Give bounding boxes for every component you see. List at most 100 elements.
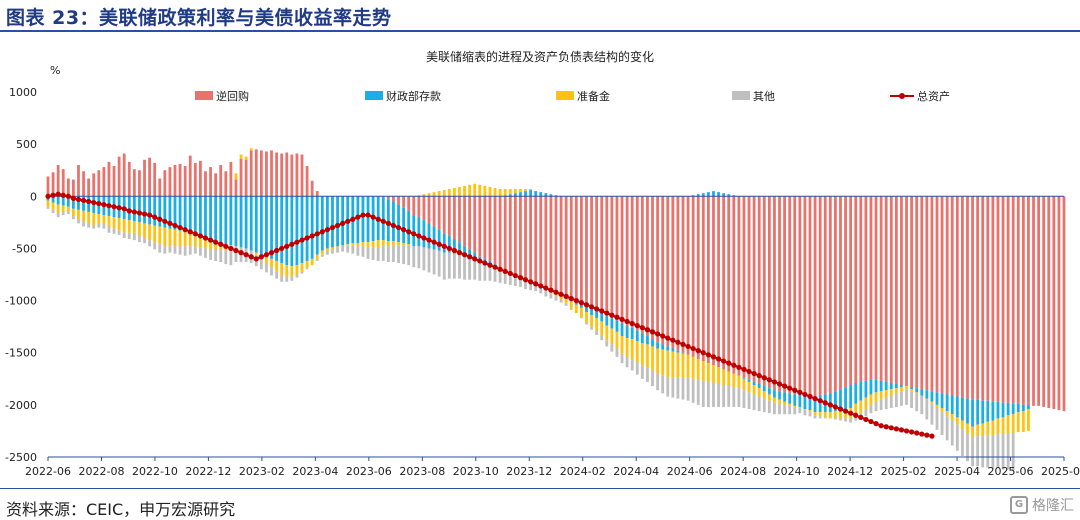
total-assets-point <box>238 250 244 256</box>
bar-segment <box>295 265 299 275</box>
bar-segment <box>143 238 146 244</box>
bar-segment <box>874 392 878 402</box>
bar-segment <box>275 271 278 279</box>
bar-segment <box>326 251 329 255</box>
bar-segment <box>112 217 116 229</box>
bar-segment <box>117 218 121 231</box>
total-assets-point <box>670 337 676 343</box>
bar-segment <box>244 159 248 197</box>
bar-segment <box>427 223 431 249</box>
bar-segment <box>503 196 507 270</box>
bar-segment <box>681 377 685 400</box>
bar-segment <box>773 397 776 403</box>
bar-segment <box>168 167 172 197</box>
bar-segment <box>539 196 543 285</box>
bar-segment <box>783 196 786 393</box>
bar-segment <box>432 226 436 250</box>
bar-segment <box>712 196 715 366</box>
total-assets-point <box>553 289 559 295</box>
legend-label: 总资产 <box>917 89 950 103</box>
bar-segment <box>874 196 878 380</box>
bar-segment <box>402 243 405 246</box>
total-assets-point <box>741 366 747 372</box>
total-assets-point <box>101 202 107 208</box>
bar-segment <box>447 188 451 197</box>
bar-segment <box>661 349 665 376</box>
bar-segment <box>646 344 649 368</box>
bar-segment <box>839 196 842 390</box>
bar-segment <box>488 196 492 261</box>
bar-segment <box>656 342 659 349</box>
bar-segment <box>625 196 629 326</box>
bar-segment <box>183 166 187 197</box>
total-assets-point <box>86 198 92 205</box>
bar-segment <box>1001 196 1005 403</box>
bar-segment <box>158 226 162 245</box>
bar-segment <box>224 171 228 197</box>
x-tick-label: 2024-02 <box>560 465 606 478</box>
bar-segment <box>818 395 822 413</box>
bar-segment <box>686 377 690 401</box>
bar-segment <box>458 254 461 279</box>
bar-segment <box>234 173 238 180</box>
bar-segment <box>986 400 990 422</box>
total-assets-point <box>512 272 518 279</box>
bar-segment <box>585 306 588 313</box>
total-assets-point <box>700 350 706 356</box>
bar-segment <box>651 339 654 347</box>
bar-segment <box>600 334 604 341</box>
bar-segment <box>498 196 502 268</box>
bar-segment <box>778 196 781 392</box>
bar-segment <box>971 399 974 427</box>
bar-segment <box>915 392 919 394</box>
bar-segment <box>707 192 710 197</box>
bar-segment <box>915 196 919 389</box>
total-assets-point <box>924 432 930 438</box>
bar-segment <box>991 196 995 402</box>
bar-segment <box>168 196 172 229</box>
y-tick-label: -2000 <box>5 399 37 412</box>
bar-segment <box>569 196 573 300</box>
bar-segment <box>1001 402 1005 418</box>
bar-segment <box>72 196 75 209</box>
bar-segment <box>153 162 157 197</box>
bar-segment <box>732 196 736 374</box>
bar-segment <box>453 253 456 279</box>
bar-segment <box>737 196 741 376</box>
total-assets-point <box>395 224 402 231</box>
total-assets-point <box>873 421 879 427</box>
bar-segment <box>966 433 969 462</box>
total-assets-point <box>223 243 229 249</box>
total-assets-point <box>147 212 153 218</box>
bar-segment <box>808 412 812 417</box>
bar-segment <box>879 391 883 400</box>
bar-segment <box>874 379 878 393</box>
bar-segment <box>940 407 944 413</box>
bar-segment <box>869 196 873 380</box>
bar-segment <box>188 246 192 255</box>
bar-segment <box>798 394 802 407</box>
bar-segment <box>341 245 345 252</box>
bar-segment <box>77 165 80 197</box>
bar-segment <box>361 246 365 257</box>
total-assets-point <box>766 377 772 383</box>
bar-segment <box>656 196 659 343</box>
bar-segment <box>97 214 101 224</box>
total-assets-point <box>848 410 854 416</box>
bar-segment <box>341 196 345 246</box>
bar-segment <box>463 185 466 197</box>
bar-segment <box>331 249 334 254</box>
bar-segment <box>132 169 136 197</box>
bar-segment <box>544 290 548 297</box>
bar-segment <box>950 395 954 415</box>
bar-segment <box>331 247 334 250</box>
bar-segment <box>945 416 949 441</box>
bar-segment <box>894 196 898 384</box>
legend-swatch <box>195 91 213 100</box>
bar-segment <box>676 377 680 399</box>
bar-segment <box>310 180 314 197</box>
x-tick-label: 2024-08 <box>720 465 766 478</box>
bar-segment <box>925 399 929 420</box>
bar-segment <box>620 323 624 337</box>
bar-segment <box>676 352 680 378</box>
